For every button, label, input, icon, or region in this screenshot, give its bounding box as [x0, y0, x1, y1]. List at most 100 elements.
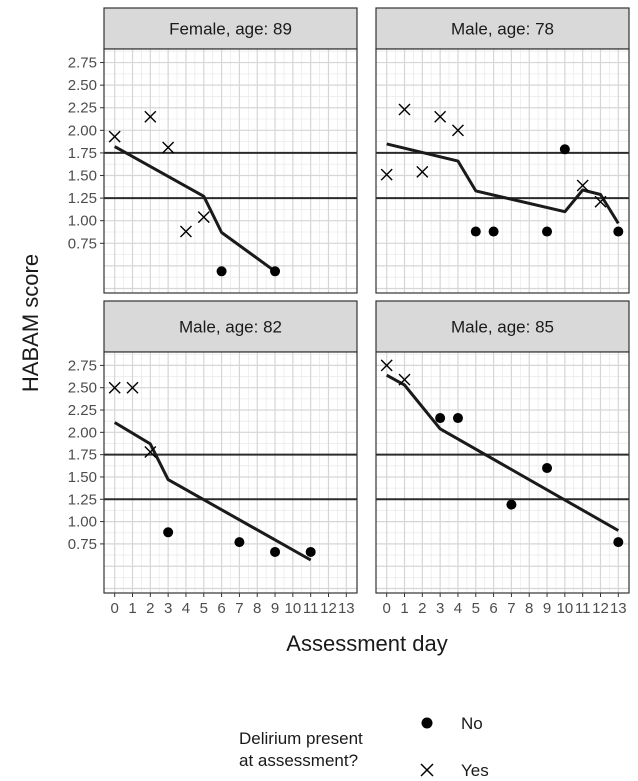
gridlines	[376, 49, 629, 293]
x-tick-label: 7	[235, 600, 243, 617]
y-tick-label: 1.50	[68, 168, 97, 185]
x-tick-label: 2	[146, 600, 154, 617]
x-tick-label: 6	[217, 600, 225, 617]
y-tick-label: 1.75	[68, 145, 97, 162]
facet-title: Male, age: 85	[451, 318, 554, 337]
y-tick-label: 2.25	[68, 100, 97, 117]
panel-border	[375, 351, 630, 594]
legend-label-yes: Yes	[461, 761, 489, 780]
x-tick-label: 11	[575, 600, 591, 617]
chart-axes: HABAM score Assessment day	[18, 254, 448, 656]
trend-line	[386, 142, 620, 225]
facet-title: Male, age: 78	[451, 20, 554, 39]
point-delirium	[594, 195, 607, 208]
point-no-delirium	[542, 463, 553, 474]
x-tick-label: 12	[592, 600, 609, 617]
trend-line	[113, 421, 312, 562]
x-axis-title: Assessment day	[286, 631, 447, 656]
x-tick-label: 11	[303, 600, 319, 617]
point-no-delirium	[216, 266, 227, 277]
point-no-delirium	[613, 226, 624, 237]
panel-border	[103, 351, 358, 594]
legend-key-cross	[420, 763, 434, 777]
y-tick-label: 1.25	[68, 491, 97, 508]
point-delirium	[398, 373, 411, 386]
facet-panel: Female, age: 89 0.75 1.00 1.25 1.50 1.75 2.00 2…	[68, 7, 358, 294]
x-tick-label: 0	[383, 600, 391, 617]
y-tick-label: 0.75	[68, 235, 97, 252]
point-delirium	[416, 165, 429, 178]
point-no-delirium	[234, 537, 245, 548]
x-tick-label: 9	[543, 600, 551, 617]
point-no-delirium	[435, 413, 446, 424]
point-delirium	[576, 179, 589, 192]
point-delirium	[144, 110, 157, 123]
y-tick-label: 1.00	[68, 213, 97, 230]
x-tick-label: 3	[436, 600, 444, 617]
x-tick-label: 9	[271, 600, 279, 617]
panel-border	[103, 48, 358, 294]
y-tick-label: 2.50	[68, 77, 97, 94]
point-delirium	[126, 381, 139, 394]
y-tick-label: 2.75	[68, 55, 97, 72]
point-delirium	[398, 103, 411, 116]
facet-panel: Male, age: 78	[375, 7, 630, 294]
trend-line	[385, 373, 620, 532]
point-delirium	[451, 124, 464, 137]
legend-title-line-1: Delirium present	[239, 729, 363, 748]
x-tick-label: 1	[128, 600, 136, 617]
x-tick-label: 4	[454, 600, 462, 617]
y-tick-label: 0.75	[68, 536, 97, 553]
point-no-delirium	[559, 144, 570, 155]
point-delirium	[179, 225, 192, 238]
x-tick-label: 8	[525, 600, 533, 617]
y-tick-label: 2.00	[68, 122, 97, 139]
x-tick-label: 7	[507, 600, 515, 617]
x-tick-label: 1	[400, 600, 408, 617]
point-no-delirium	[163, 527, 174, 538]
x-tick-label: 12	[320, 600, 337, 617]
gridlines	[104, 352, 357, 593]
point-delirium	[380, 359, 393, 372]
x-tick-label: 6	[489, 600, 497, 617]
point-no-delirium	[270, 546, 281, 557]
point-no-delirium	[542, 226, 553, 237]
point-delirium	[108, 130, 121, 143]
facet-title: Female, age: 89	[169, 20, 292, 39]
x-tick-label: 10	[285, 600, 302, 617]
point-no-delirium	[488, 226, 499, 237]
facet-panel: Male, age: 850 1 2 3 4 5 6 7 8 9 10 11 12 13	[375, 300, 630, 617]
point-delirium	[197, 211, 210, 224]
x-tick-label: 3	[164, 600, 172, 617]
trend-line	[113, 145, 276, 273]
point-no-delirium	[452, 413, 463, 424]
point-delirium	[108, 381, 121, 394]
y-tick-label: 1.00	[68, 514, 97, 531]
point-no-delirium	[613, 537, 624, 548]
point-no-delirium	[270, 266, 281, 277]
gridlines	[104, 49, 357, 293]
y-axis-title: HABAM score	[18, 254, 43, 392]
point-no-delirium	[470, 226, 481, 237]
facet-strip	[375, 7, 630, 50]
legend: Delirium present at assessment? No Yes	[239, 714, 489, 780]
y-tick-label: 2.75	[68, 357, 97, 374]
point-delirium	[162, 141, 175, 154]
panel-border	[375, 48, 630, 294]
facet-strip	[103, 7, 358, 50]
x-tick-label: 10	[557, 600, 574, 617]
point-no-delirium	[506, 499, 517, 510]
point-delirium	[380, 168, 393, 181]
x-tick-label: 13	[338, 600, 355, 617]
x-tick-label: 0	[111, 600, 119, 617]
x-tick-label: 2	[418, 600, 426, 617]
point-delirium	[434, 110, 447, 123]
x-tick-label: 4	[182, 600, 190, 617]
y-tick-label: 2.50	[68, 380, 97, 397]
y-tick-label: 1.25	[68, 190, 97, 207]
y-tick-label: 1.50	[68, 469, 97, 486]
point-delirium	[144, 445, 157, 458]
legend-label-no: No	[461, 714, 483, 733]
x-tick-label: 5	[200, 600, 208, 617]
legend-title-line-2: at assessment?	[239, 751, 358, 770]
